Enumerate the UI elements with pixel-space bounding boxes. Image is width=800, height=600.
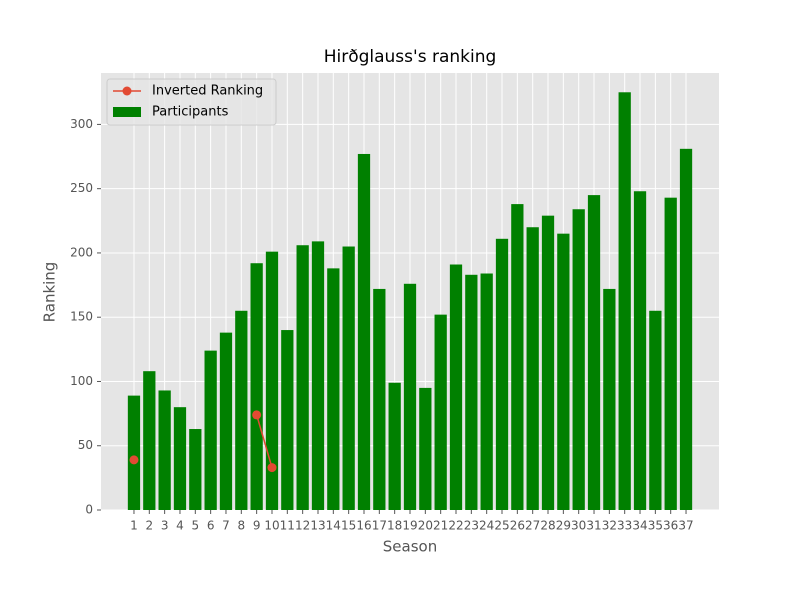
chart-title: Hirðglauss's ranking (324, 47, 497, 67)
x-tick-label: 3 (161, 519, 169, 533)
bar (373, 288, 386, 510)
x-tick-label: 2 (145, 519, 153, 533)
bar (587, 195, 601, 510)
bar (419, 387, 432, 510)
x-tick-label: 26 (510, 519, 525, 533)
line-marker (252, 410, 262, 420)
bar (664, 197, 677, 510)
y-tick-label: 250 (70, 181, 93, 195)
legend-label: Participants (152, 105, 229, 120)
bar (557, 233, 570, 511)
x-tick-label: 12 (295, 519, 310, 533)
bar (480, 273, 493, 510)
x-tick-label: 20 (418, 519, 433, 533)
x-tick-label: 28 (540, 519, 555, 533)
x-tick-label: 24 (479, 519, 494, 533)
x-tick-label: 9 (253, 519, 261, 533)
x-tick-label: 14 (326, 519, 341, 533)
x-tick-label: 4 (176, 519, 184, 533)
x-tick-label: 8 (237, 519, 245, 533)
legend-swatch (113, 107, 141, 117)
x-tick-label: 35 (648, 519, 663, 533)
y-tick-label: 150 (70, 310, 93, 324)
x-tick-label: 10 (264, 519, 279, 533)
bar (403, 283, 417, 510)
bar (204, 350, 217, 510)
bar (342, 246, 355, 510)
bar (572, 209, 585, 510)
x-tick-label: 11 (280, 519, 295, 533)
x-tick-label: 6 (207, 519, 215, 533)
bar (327, 268, 340, 510)
bar (649, 310, 662, 510)
legend-box (106, 78, 277, 126)
bar (143, 371, 156, 510)
marks (127, 92, 693, 511)
bar (281, 330, 294, 510)
bar (127, 395, 141, 510)
y-tick-label: 200 (70, 245, 93, 259)
x-tick-label: 30 (571, 519, 586, 533)
bar (541, 215, 555, 510)
bar (357, 153, 371, 511)
line-marker (129, 455, 139, 465)
x-tick-label: 23 (464, 519, 479, 533)
y-tick-label: 0 (85, 503, 93, 517)
legend: Inverted Ranking Participants (106, 78, 277, 126)
bar (495, 238, 509, 510)
x-tick-label: 34 (632, 519, 647, 533)
y-axis-label: Ranking (41, 262, 59, 323)
x-tick-label: 33 (617, 519, 632, 533)
bar (265, 251, 279, 510)
bar (449, 264, 463, 510)
bar (434, 314, 447, 510)
x-axis-label: Season (383, 538, 437, 556)
bar (189, 429, 202, 510)
x-tick-label: 13 (310, 519, 325, 533)
x-tick-label: 27 (525, 519, 540, 533)
bar (311, 241, 325, 510)
bar (173, 407, 187, 510)
x-tick-label: 36 (663, 519, 678, 533)
bar (388, 382, 401, 510)
x-tick-label: 19 (402, 519, 417, 533)
bar (511, 204, 524, 510)
line (255, 414, 273, 468)
x-tick-label: 5 (191, 519, 199, 533)
x-tick-label: 18 (387, 519, 402, 533)
x-tick-label: 31 (586, 519, 601, 533)
bar (603, 288, 616, 510)
y-tick-label: 100 (70, 374, 93, 388)
x-tick-label: 16 (356, 519, 371, 533)
x-tick-label: 7 (222, 519, 230, 533)
x-tick-label: 22 (448, 519, 463, 533)
x-tick-label: 21 (433, 519, 448, 533)
bar (679, 148, 693, 511)
x-tick-label: 25 (494, 519, 509, 533)
x-tick-label: 1 (130, 519, 138, 533)
bar (219, 332, 233, 510)
bar (250, 263, 263, 510)
y-tick-label: 50 (78, 438, 93, 452)
bar (296, 245, 309, 510)
bar (465, 274, 478, 510)
bar (158, 390, 171, 510)
legend-marker (122, 86, 132, 96)
bar (526, 227, 539, 510)
x-tick-label: 37 (678, 519, 693, 533)
y-tick-label: 300 (70, 117, 93, 131)
x-tick-label: 17 (372, 519, 387, 533)
legend-label: Inverted Ranking (152, 84, 263, 99)
x-tick-label: 32 (602, 519, 617, 533)
line-marker (267, 463, 277, 473)
x-tick-label: 15 (341, 519, 356, 533)
bar (235, 310, 248, 510)
bar (633, 191, 647, 510)
x-tick-label: 29 (556, 519, 571, 533)
bar (618, 92, 631, 510)
